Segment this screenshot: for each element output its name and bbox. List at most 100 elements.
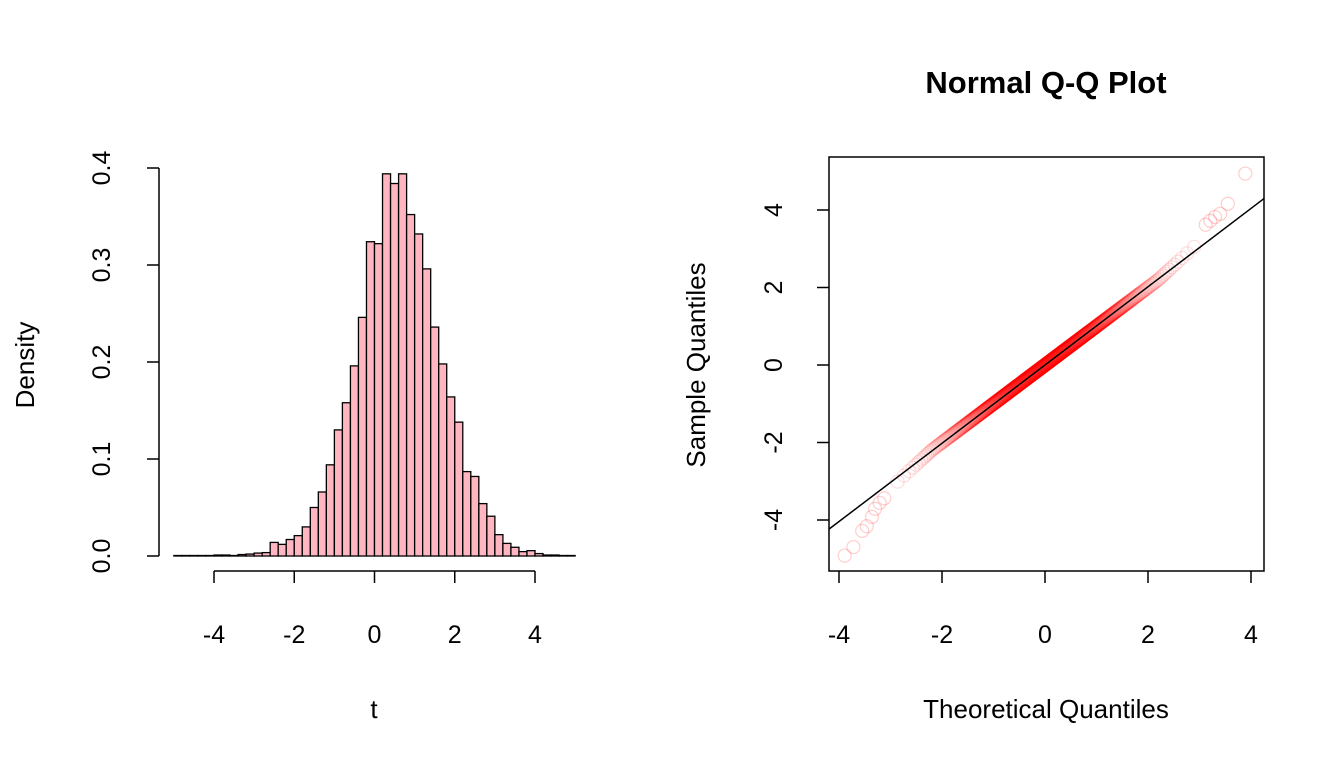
qq-point [936,433,952,449]
qq-point [1078,327,1093,342]
qq-point [938,432,954,447]
qq-point [1154,269,1169,285]
qq-point [1037,358,1052,373]
qq-point [988,395,1003,410]
qq-point [985,397,1000,412]
qq-point [1079,326,1094,341]
qq-point [1073,331,1088,346]
qq-point [1036,359,1051,374]
qq-point [1002,384,1017,399]
qq-point [1062,339,1077,354]
qq-point [1070,333,1085,348]
qq-point [1080,325,1095,341]
qq-point [1047,350,1062,366]
qq-point [1013,376,1028,391]
qq-point [1022,369,1037,384]
qq-point [1051,347,1066,363]
qq-point [1062,339,1077,354]
qq-point [1009,379,1024,394]
qq-point [1220,196,1235,211]
qq-point [1075,329,1090,344]
qq-point [1091,317,1106,332]
qq-point [1046,351,1062,366]
qq-point [951,423,966,438]
qq-point [1078,327,1093,342]
qq-point [984,398,999,413]
qq-point [977,403,992,418]
qq-point [1103,308,1119,323]
qq-point [1018,372,1033,387]
qq-point [1055,344,1070,359]
qq-point [1035,359,1050,374]
qq-point [1019,371,1035,386]
qq-point [1014,375,1030,390]
qq-point [1110,303,1125,318]
qq-point [1016,374,1031,389]
qq-point [1007,380,1023,395]
qq-point [963,413,978,429]
qq-point [974,405,990,420]
qq-point [996,389,1011,404]
qq-point [1045,351,1061,367]
qq-point [1037,357,1053,373]
qq-point [1057,342,1073,357]
qq-point [1142,278,1157,294]
qq-point [1048,350,1063,365]
qq-point [1033,360,1049,376]
qq-point [1089,319,1104,334]
qq-point [1085,322,1100,337]
qq-point [1121,295,1136,310]
qq-point [994,390,1009,405]
qq-point [1030,363,1045,378]
qq-point [999,386,1014,401]
qq-point [1065,336,1081,352]
qq-point [1017,372,1033,388]
qq-point [971,407,987,422]
qq-point [1087,320,1102,336]
qq-point [1032,361,1047,377]
histogram-bar [253,552,263,557]
qq-point [1091,317,1107,332]
qq-point [1049,348,1065,364]
qq-point [1087,320,1102,335]
qq-point [1089,318,1105,333]
qq-point [1031,362,1046,378]
qq-point [1104,307,1119,323]
qq-point [1023,368,1038,383]
qq-point [867,501,883,516]
qq-point [1032,361,1048,376]
qq-point [1059,341,1075,356]
qq-point [1030,363,1045,378]
qq-point [921,445,937,460]
qq-point [1009,378,1025,394]
qq-point [1050,348,1065,363]
qq-point [1097,312,1113,327]
qq-point [1117,298,1132,313]
qq-point [1019,371,1034,386]
qq-point [1044,352,1059,368]
histogram-x-tick-label: -4 [203,621,225,649]
qq-point [970,408,985,424]
qq-point [1003,383,1019,398]
qq-point [1052,346,1067,362]
qq-point [999,386,1014,402]
qq-point [1090,318,1105,333]
qq-point [1018,372,1034,387]
qq-point [1043,353,1059,368]
qq-point [1014,375,1030,390]
histogram-bar [389,182,400,557]
qq-point [993,391,1008,406]
qq-point [1035,359,1050,374]
qq-point [999,386,1015,401]
qq-point [1020,370,1035,386]
qq-point [1112,301,1127,317]
qq-point [1034,360,1050,375]
qq-point [1030,363,1045,378]
qq-point [969,409,984,424]
qq-point [1106,306,1121,321]
qq-point [1029,363,1044,379]
qq-point [1074,330,1089,345]
qq-point [1022,369,1037,384]
qq-point [1034,360,1049,375]
qq-point [972,406,988,422]
